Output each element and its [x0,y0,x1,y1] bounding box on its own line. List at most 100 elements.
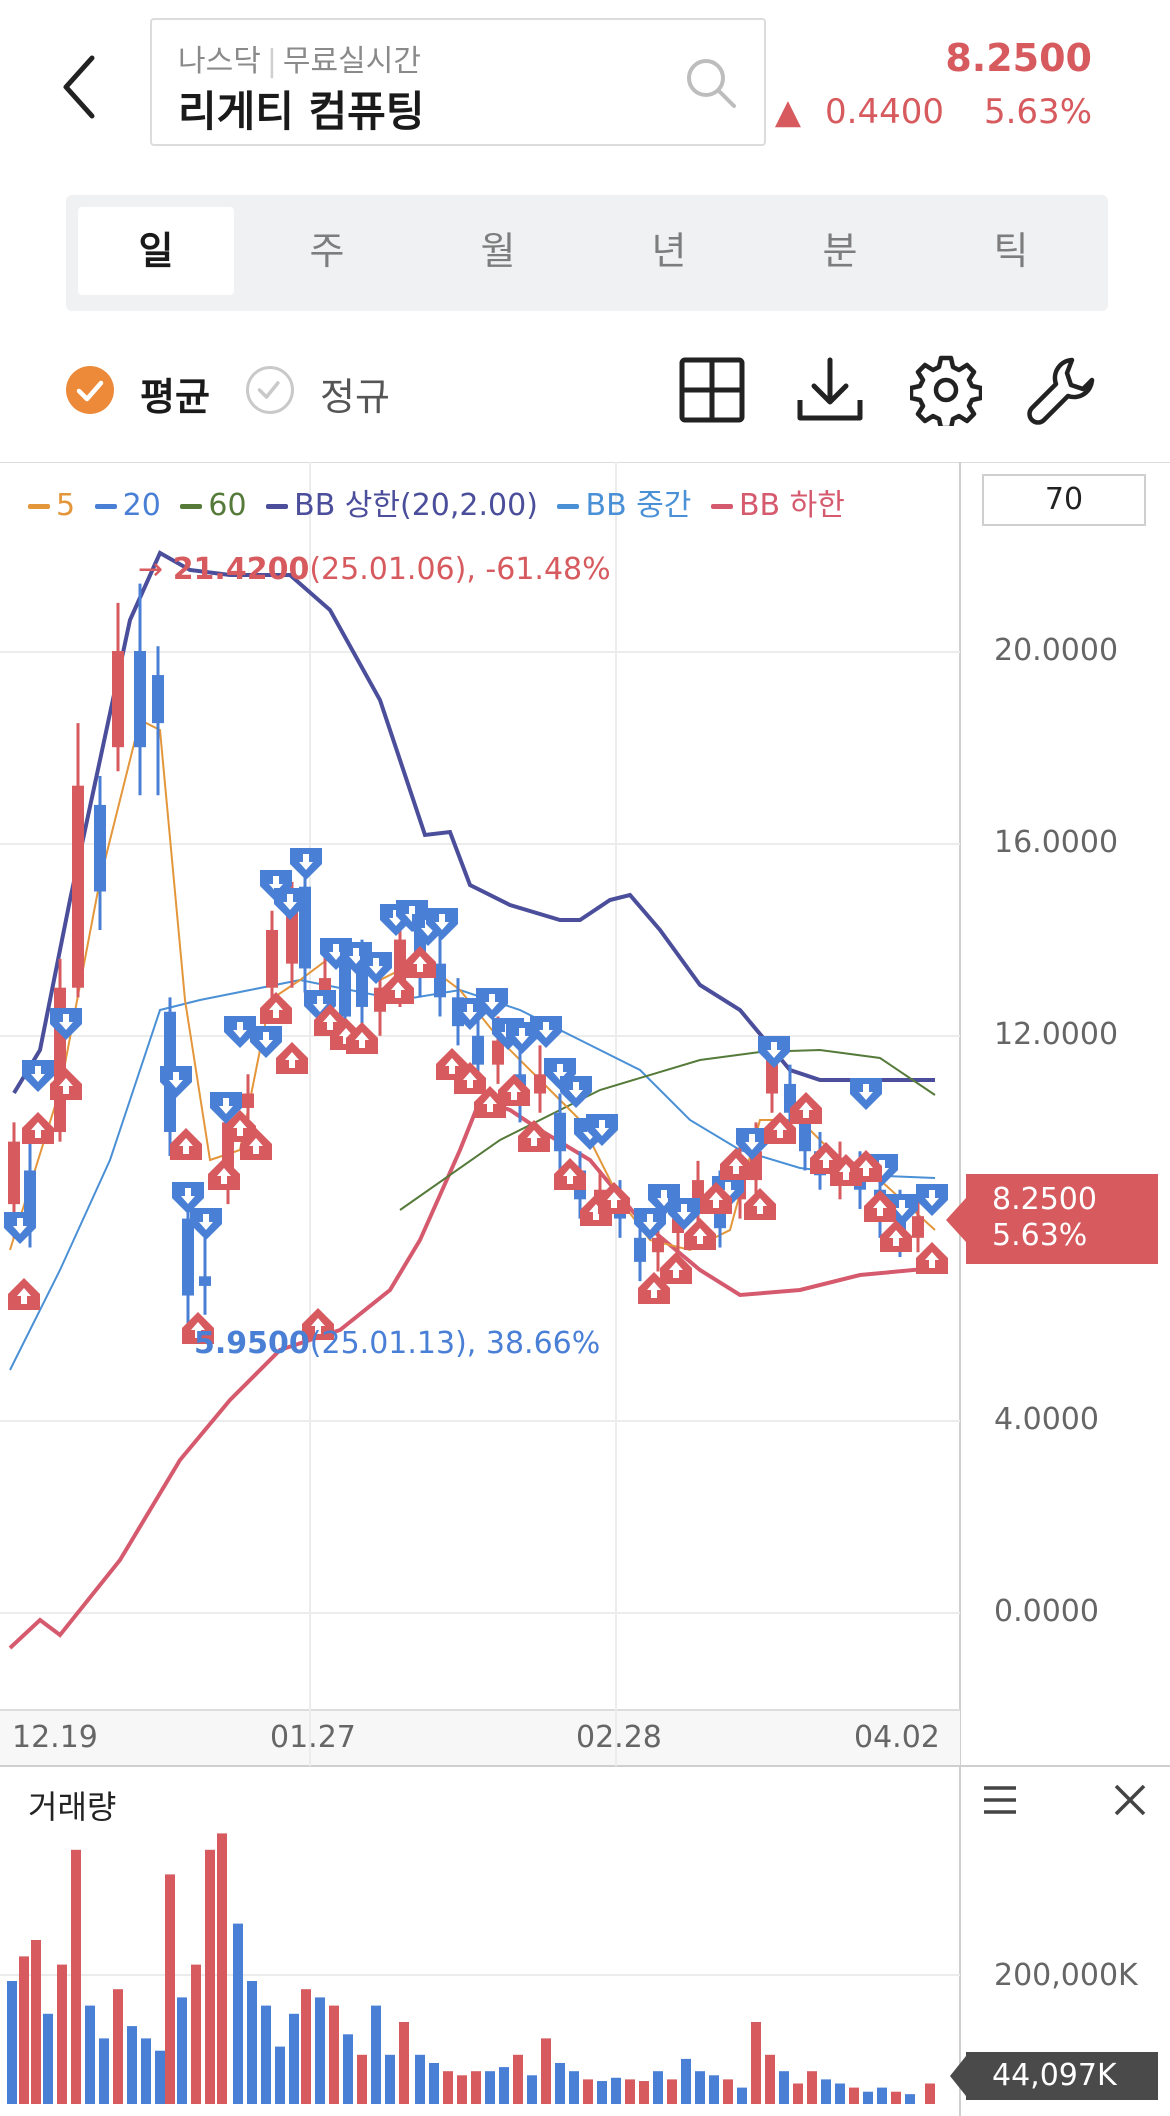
x-tick-0402: 04.02 [854,1720,940,1755]
marker-price: 8.2500 [992,1182,1097,1217]
candle-count-input[interactable]: 70 [982,474,1146,526]
legend-bb-upper: BB 상한(20,2.00) [266,488,538,523]
current-price-marker: 8.2500 5.63% [946,1174,1158,1264]
volume-bar [19,1956,29,2104]
volume-bar [891,2091,901,2104]
high-detail: (25.01.06), -61.48% [309,552,611,587]
volume-bar [315,1997,325,2104]
buy-signal-marker [50,1068,82,1100]
candle-body [72,785,84,988]
price-chart[interactable] [0,462,1170,2116]
grid-layout-icon[interactable] [676,354,748,426]
volume-bar [429,2063,439,2104]
legend-bb-middle: BB 중간 [557,488,691,523]
change-percent: 5.63% [983,92,1092,132]
menu-icon[interactable] [980,1780,1020,1820]
market-label: 나스닥 | 무료실시간 [178,44,421,79]
search-icon[interactable] [682,54,738,110]
sell-signal-marker [426,908,458,940]
candle-body [652,1237,664,1253]
volume-bar [793,2083,803,2104]
buy-signal-marker [720,1148,752,1180]
volume-bar [625,2079,635,2104]
volume-bar [343,2034,353,2104]
volume-bar [71,1849,81,2104]
legend-ma20: 20 [94,488,161,523]
volume-bar [737,2087,747,2104]
candle-body [554,1112,566,1152]
volume-bar [31,1940,41,2104]
regular-checkbox[interactable] [246,366,294,414]
volume-bar [165,1874,175,2104]
x-tick-1219: 12.19 [12,1720,98,1755]
buy-signal-marker [208,1158,240,1190]
close-icon[interactable] [1110,1780,1150,1820]
sell-signal-marker [758,1036,790,1068]
average-label[interactable]: 평균 [140,375,210,419]
volume-bar [275,2046,285,2104]
candle-body [912,1216,924,1238]
candle-body [94,804,106,892]
buy-signal-marker [864,1190,896,1222]
volume-bar [695,2071,705,2104]
tab-day[interactable]: 일 [78,207,234,295]
buy-signal-marker [276,1042,308,1074]
volume-bar [667,2079,677,2104]
candle-body [434,963,446,998]
ma60-line [399,1048,936,1211]
buy-signal-marker [684,1218,716,1250]
candle-body [134,651,146,748]
y-tick-20: 20.0000 [994,633,1119,668]
buy-signal-marker [764,1112,796,1144]
download-icon[interactable] [794,354,866,426]
sell-signal-marker [50,1008,82,1040]
candle-body [339,958,351,1017]
volume-bar [723,2079,733,2104]
back-arrow-icon[interactable] [56,52,106,122]
sell-signal-marker [668,1198,700,1230]
volume-bar [611,2077,621,2104]
sell-signal-marker [586,1114,618,1146]
volume-bar [849,2087,859,2104]
regular-label[interactable]: 정규 [320,375,390,419]
legend-ma60: 60 [180,488,247,523]
sell-signal-marker [476,988,508,1020]
volume-bar [639,2081,649,2104]
volume-bar [681,2058,691,2104]
tab-month[interactable]: 월 [480,229,516,273]
settings-gear-icon[interactable] [910,354,982,426]
buy-signal-marker [382,972,414,1004]
volume-bar [415,2054,425,2104]
buy-signal-marker [8,1278,40,1310]
average-checkbox[interactable] [66,366,114,414]
buy-signal-marker [660,1252,692,1284]
sell-signal-marker [360,952,392,984]
volume-bar [821,2079,831,2104]
candle-body [534,1074,546,1094]
sell-signal-marker [736,1128,768,1160]
sell-signal-marker [22,1060,54,1092]
candle-body [8,1141,20,1205]
marker-percent: 5.63% [992,1218,1088,1253]
tab-year[interactable]: 년 [651,229,687,273]
stock-search-box[interactable]: 나스닥 | 무료실시간 리게티 컴퓨팅 [150,18,766,146]
volume-bar [217,1833,227,2104]
tab-tick[interactable]: 틱 [993,229,1029,273]
volume-bar [385,2054,395,2104]
tab-minute[interactable]: 분 [822,229,858,273]
volume-bar [99,2038,109,2104]
tab-week[interactable]: 주 [309,229,345,273]
sell-signal-marker [4,1212,36,1244]
period-tabs: 일 주 월 년 분 틱 [66,195,1108,311]
y-tick-16: 16.0000 [994,825,1119,860]
buy-signal-marker [302,1308,334,1340]
sell-signal-marker [290,848,322,880]
up-triangle-icon: ▲ [774,92,802,132]
volume-bar [371,2005,381,2104]
volume-bar [597,2081,607,2104]
low-detail: (25.01.13), 38.66% [309,1326,601,1361]
volume-bar [399,2022,409,2104]
volume-bar [807,2071,817,2104]
wrench-icon[interactable] [1026,354,1098,426]
volume-bar [527,2075,537,2104]
